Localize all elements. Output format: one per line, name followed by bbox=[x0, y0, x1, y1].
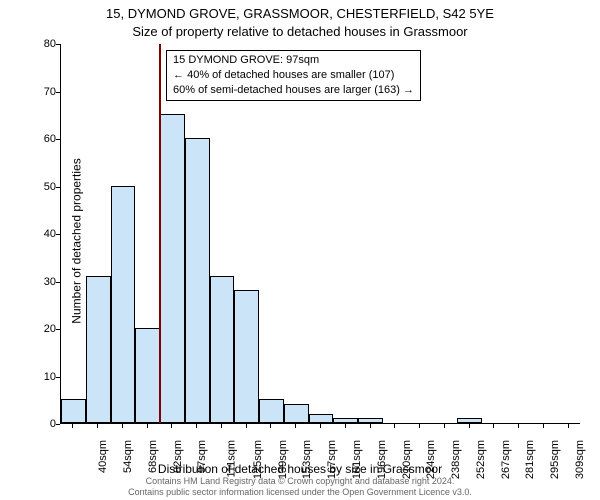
y-tick-mark bbox=[56, 92, 60, 93]
x-tick-mark bbox=[394, 424, 395, 428]
annotation-line-1: 15 DYMOND GROVE: 97sqm bbox=[173, 53, 414, 68]
chart-container: 15, DYMOND GROVE, GRASSMOOR, CHESTERFIEL… bbox=[0, 0, 600, 500]
x-tick-mark bbox=[469, 424, 470, 428]
x-tick-mark bbox=[72, 424, 73, 428]
x-tick-mark bbox=[246, 424, 247, 428]
bar bbox=[309, 414, 334, 424]
y-tick-mark bbox=[56, 329, 60, 330]
y-tick-label: 70 bbox=[26, 86, 56, 98]
x-tick-mark bbox=[147, 424, 148, 428]
x-tick-mark bbox=[345, 424, 346, 428]
bar bbox=[61, 399, 86, 423]
y-tick-label: 10 bbox=[26, 371, 56, 383]
x-tick-mark bbox=[196, 424, 197, 428]
x-axis-label: Distribution of detached houses by size … bbox=[0, 462, 600, 476]
y-tick-mark bbox=[56, 282, 60, 283]
y-tick-label: 40 bbox=[26, 228, 56, 240]
x-tick-mark bbox=[122, 424, 123, 428]
reference-marker bbox=[159, 44, 161, 423]
plot-area: 15 DYMOND GROVE: 97sqm ← 40% of detached… bbox=[60, 44, 580, 424]
x-tick-mark bbox=[295, 424, 296, 428]
bar bbox=[333, 418, 358, 423]
x-tick-mark bbox=[419, 424, 420, 428]
y-tick-label: 50 bbox=[26, 181, 56, 193]
y-tick-mark bbox=[56, 424, 60, 425]
x-tick-mark bbox=[518, 424, 519, 428]
x-tick-mark bbox=[171, 424, 172, 428]
y-tick-label: 60 bbox=[26, 133, 56, 145]
y-tick-mark bbox=[56, 234, 60, 235]
y-tick-mark bbox=[56, 187, 60, 188]
y-tick-mark bbox=[56, 377, 60, 378]
y-tick-mark bbox=[56, 44, 60, 45]
bar bbox=[284, 404, 309, 423]
y-tick-label: 0 bbox=[26, 418, 56, 430]
x-tick-mark bbox=[568, 424, 569, 428]
annotation-box: 15 DYMOND GROVE: 97sqm ← 40% of detached… bbox=[166, 50, 421, 101]
bar bbox=[86, 276, 111, 423]
x-tick-mark bbox=[97, 424, 98, 428]
x-tick-mark bbox=[320, 424, 321, 428]
bar bbox=[234, 290, 259, 423]
footer-line-1: Contains HM Land Registry data © Crown c… bbox=[0, 476, 600, 487]
x-tick-mark bbox=[370, 424, 371, 428]
bar bbox=[210, 276, 235, 423]
bar bbox=[135, 328, 160, 423]
bar bbox=[457, 418, 482, 423]
bar bbox=[111, 186, 136, 424]
y-tick-mark bbox=[56, 139, 60, 140]
y-tick-label: 20 bbox=[26, 323, 56, 335]
x-tick-mark bbox=[270, 424, 271, 428]
x-tick-mark bbox=[221, 424, 222, 428]
footer-attribution: Contains HM Land Registry data © Crown c… bbox=[0, 476, 600, 498]
annotation-line-3: 60% of semi-detached houses are larger (… bbox=[173, 83, 414, 98]
chart-title: 15, DYMOND GROVE, GRASSMOOR, CHESTERFIEL… bbox=[0, 6, 600, 21]
annotation-line-2: ← 40% of detached houses are smaller (10… bbox=[173, 68, 414, 83]
y-tick-label: 30 bbox=[26, 276, 56, 288]
y-tick-label: 80 bbox=[26, 38, 56, 50]
chart-subtitle: Size of property relative to detached ho… bbox=[0, 24, 600, 39]
bar bbox=[358, 418, 383, 423]
bar bbox=[160, 114, 185, 423]
x-tick-mark bbox=[543, 424, 544, 428]
x-tick-mark bbox=[493, 424, 494, 428]
footer-line-2: Contains public sector information licen… bbox=[0, 487, 600, 498]
bar bbox=[259, 399, 284, 423]
x-tick-mark bbox=[444, 424, 445, 428]
bar bbox=[185, 138, 210, 423]
